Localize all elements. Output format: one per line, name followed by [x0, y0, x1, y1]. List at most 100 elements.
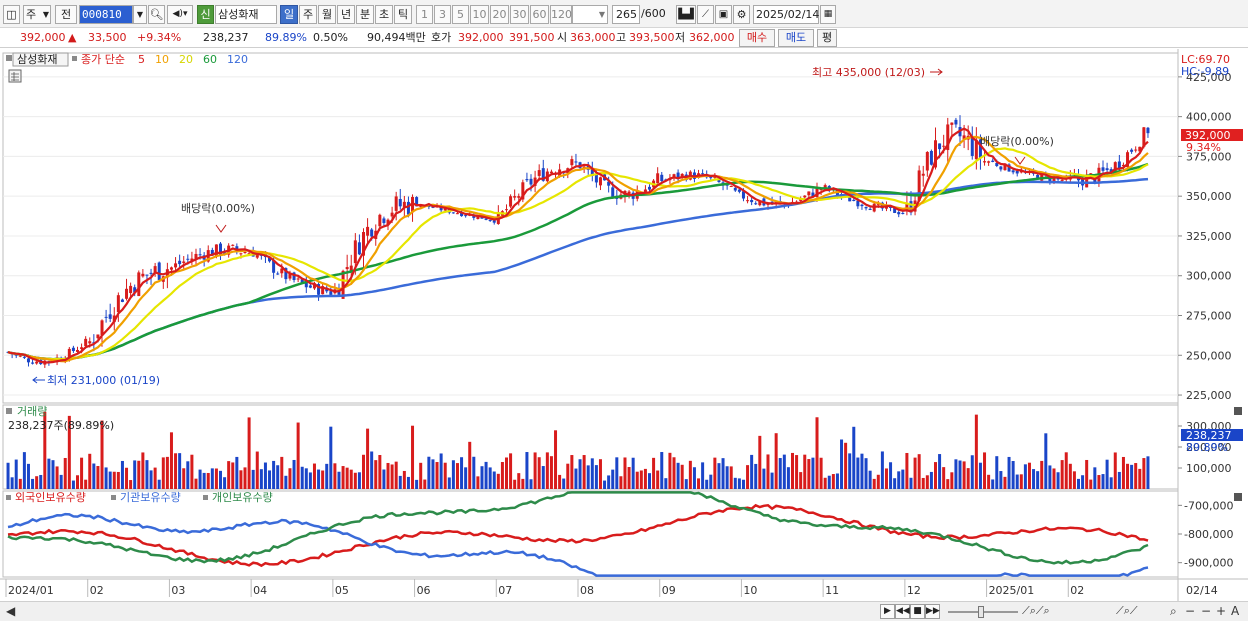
volume-bar — [778, 458, 782, 489]
candle-body — [954, 119, 958, 125]
month-label: 2024/01 — [8, 584, 54, 597]
chart-navigation-bar: ◀ ▶ ◀◀ ■ ▶▶ ⟋⌕⟋⌕ ⟋⌕⟋ ⌕ − − + A — [0, 601, 1248, 621]
candle-body — [1113, 162, 1117, 171]
scroll-left-icon[interactable]: ◀ — [6, 604, 16, 618]
volume-bar — [729, 466, 733, 489]
zoom-in-icon[interactable]: + — [1216, 604, 1227, 618]
volume-bar — [63, 457, 67, 489]
candle-body — [513, 196, 517, 198]
candle-body — [288, 272, 292, 279]
legend-handle-icon[interactable] — [111, 495, 116, 500]
sell-button[interactable]: 매도 — [778, 29, 814, 47]
volume-close-icon[interactable] — [1234, 407, 1242, 415]
volume-bar — [754, 463, 758, 489]
volume-bar — [709, 474, 713, 489]
volume-bar — [116, 471, 120, 489]
save-icon[interactable]: ▣ — [715, 5, 732, 24]
volume-handle-icon[interactable] — [6, 408, 12, 414]
code-dropdown-icon[interactable]: ▼ — [133, 5, 147, 24]
font-size-icon[interactable]: A — [1231, 604, 1240, 618]
holding-close-icon[interactable] — [1234, 493, 1242, 501]
stop-icon[interactable]: ■ — [910, 604, 925, 619]
stock-chart[interactable]: 425,000 400,000 375,000 350,000 325,000 300,0… — [0, 49, 1248, 601]
candle-body — [443, 207, 447, 211]
candle-body — [987, 161, 991, 163]
minute-button[interactable]: 5 — [452, 5, 469, 24]
sound-icon[interactable]: ◀)▾ — [167, 5, 193, 24]
chart-tools-icon[interactable]: ▙▟ — [676, 5, 696, 24]
period-tab[interactable]: 년 — [337, 5, 355, 24]
window-menu-icon[interactable]: ◫ — [3, 5, 20, 24]
legend-handle-icon[interactable] — [203, 495, 208, 500]
volume-bar — [47, 458, 51, 489]
stock-tag-box[interactable] — [12, 52, 69, 67]
zoom-slider-thumb[interactable] — [978, 606, 984, 618]
search-icon[interactable]: ⌕ — [1170, 604, 1177, 618]
zoom-tools-icon[interactable]: ⟋⌕⟋⌕ — [1022, 604, 1050, 617]
open-price: 363,000 — [570, 31, 616, 44]
candle-body — [594, 173, 598, 183]
candle-body — [492, 220, 496, 223]
period-tab[interactable]: 월 — [318, 5, 336, 24]
gear-icon[interactable]: ⚙ — [733, 5, 750, 24]
price-tick-label: 375,000 — [1186, 150, 1232, 163]
minute-button[interactable]: 120 — [550, 5, 572, 24]
prev-button[interactable]: 전 — [55, 5, 77, 24]
candle-body — [864, 207, 868, 209]
minute-button[interactable]: 3 — [434, 5, 451, 24]
period-tab[interactable]: 주 — [299, 5, 317, 24]
count-input[interactable]: 265 — [612, 5, 640, 24]
minute-button[interactable]: 10 — [470, 5, 489, 24]
holding-panel[interactable] — [2, 490, 1179, 578]
minute-button[interactable]: 60 — [530, 5, 549, 24]
volume-bar — [574, 468, 578, 489]
eval-button[interactable]: 평 — [817, 29, 837, 47]
volume-bar — [1064, 452, 1068, 489]
candle-body — [402, 201, 406, 208]
volume-bar — [337, 471, 341, 489]
period-tab[interactable]: 틱 — [394, 5, 412, 24]
zoom-out-icon[interactable]: − — [1185, 604, 1196, 618]
fast-forward-icon[interactable]: ▶▶ — [925, 604, 940, 619]
volume-bar — [856, 457, 860, 489]
minus-icon[interactable]: − — [1201, 604, 1212, 618]
empty-select[interactable]: ▼ — [572, 5, 608, 24]
price-panel[interactable] — [2, 52, 1179, 404]
ma-handle-icon[interactable] — [72, 56, 77, 61]
minute-button[interactable]: 1 — [416, 5, 433, 24]
draw-line-icon[interactable]: ⟋ — [697, 5, 714, 24]
holding-tick-label: -700,000 — [1184, 499, 1233, 512]
date-input[interactable]: 2025/02/14 — [753, 5, 819, 24]
period-tab[interactable]: 일 — [280, 5, 298, 24]
volume-bar — [214, 468, 218, 489]
compare-icon[interactable]: ⟋⌕⟋ — [1116, 604, 1138, 617]
table-icon[interactable] — [8, 69, 22, 83]
price-tick-label: 275,000 — [1186, 310, 1232, 323]
panel-handle-icon[interactable] — [6, 55, 12, 61]
rewind-icon[interactable]: ◀◀ — [895, 604, 910, 619]
legend-handle-icon[interactable] — [6, 495, 11, 500]
calendar-icon[interactable]: ▦ — [820, 5, 836, 24]
volume-bar — [398, 475, 402, 489]
next-icon[interactable]: ▶ — [880, 604, 895, 619]
stock-code-input[interactable]: 000810 — [79, 5, 133, 24]
hc-label: HC:-9.89 — [1181, 65, 1229, 78]
search-icon[interactable]: 🔍︎ — [148, 5, 165, 24]
candle-body — [1109, 169, 1113, 173]
volume-bar — [317, 469, 321, 489]
candle-body — [929, 150, 933, 165]
volume-bar — [750, 454, 754, 489]
period-tab[interactable]: 분 — [356, 5, 374, 24]
minute-button[interactable]: 20 — [490, 5, 509, 24]
candle-body — [186, 258, 190, 260]
minute-button[interactable]: 30 — [510, 5, 529, 24]
volume-bar — [1044, 433, 1048, 489]
stock-tag: 삼성화재 — [17, 53, 57, 66]
volume-bar — [983, 452, 987, 489]
volume-bar — [141, 452, 145, 489]
period-tab[interactable]: 초 — [375, 5, 393, 24]
period-select[interactable]: 주 ▼ — [23, 5, 51, 24]
candle-body — [733, 187, 737, 191]
volume-bar — [223, 477, 227, 489]
buy-button[interactable]: 매수 — [739, 29, 775, 47]
